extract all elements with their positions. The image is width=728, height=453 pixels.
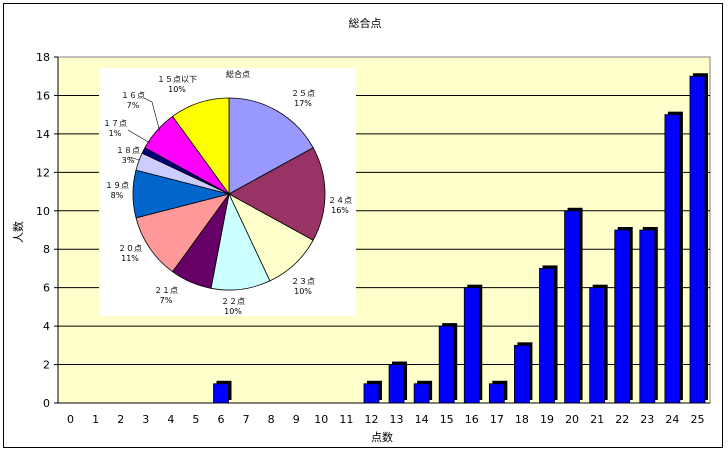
x-tick-label: 14 xyxy=(415,413,429,426)
pie-slice xyxy=(172,97,230,196)
pie-slice-percent: 10% xyxy=(294,287,312,296)
pie-slice-label: ２４点 xyxy=(328,196,352,205)
pie-slice-label: ２５点 xyxy=(291,89,315,98)
y-tick-label: 4 xyxy=(43,320,50,333)
x-axis-label: 点数 xyxy=(371,431,393,444)
pie-slice-percent: 11% xyxy=(121,254,139,263)
bar xyxy=(363,383,380,404)
x-tick-label: 1 xyxy=(92,413,99,426)
bar xyxy=(463,287,480,404)
pie-slice-percent: 16% xyxy=(331,206,349,215)
x-tick-label: 25 xyxy=(690,413,704,426)
pie-slice-percent: 10% xyxy=(168,85,186,94)
pie-slice-label: １５点以下 xyxy=(157,75,197,84)
y-tick-label: 10 xyxy=(36,205,50,218)
x-tick-label: 7 xyxy=(243,413,250,426)
x-tick-label: 23 xyxy=(640,413,654,426)
pie-slice-label: １７点 xyxy=(103,119,127,128)
bar xyxy=(413,383,430,404)
x-tick-label: 16 xyxy=(465,413,479,426)
bar xyxy=(664,114,681,404)
pie-slice-label: １９点 xyxy=(105,181,129,190)
bar xyxy=(614,229,631,404)
x-tick-label: 18 xyxy=(515,413,529,426)
pie-slice-percent: 7% xyxy=(160,296,173,305)
x-tick-label: 3 xyxy=(142,413,149,426)
x-tick-label: 13 xyxy=(390,413,404,426)
pie-slice xyxy=(228,97,314,195)
pie-slice-percent: 3% xyxy=(122,156,135,165)
x-tick-label: 8 xyxy=(268,413,275,426)
pie-slice xyxy=(228,147,326,241)
x-tick-label: 17 xyxy=(490,413,504,426)
x-tick-label: 10 xyxy=(314,413,328,426)
bar xyxy=(488,383,505,404)
y-tick-label: 2 xyxy=(43,359,50,372)
y-tick-label: 16 xyxy=(36,89,50,102)
leader-line xyxy=(127,129,151,144)
bar xyxy=(689,75,706,404)
leader-line xyxy=(127,156,141,161)
bar xyxy=(564,210,580,404)
x-tick-label: 24 xyxy=(665,413,679,426)
x-tick-label: 0 xyxy=(67,413,74,426)
x-tick-label: 15 xyxy=(440,413,454,426)
y-tick-label: 8 xyxy=(43,243,50,256)
x-tick-label: 4 xyxy=(167,413,174,426)
pie-slice-label: １６点 xyxy=(121,91,145,100)
y-tick-label: 14 xyxy=(36,128,50,141)
bar xyxy=(213,383,229,404)
x-tick-label: 21 xyxy=(590,413,604,426)
y-tick-label: 12 xyxy=(36,166,50,179)
pie-chart: 総合点２５点17%２４点16%２３点10%２２点10%２１点7%２０点11%１９… xyxy=(99,68,356,316)
y-tick-label: 18 xyxy=(36,51,50,64)
y-tick-label: 0 xyxy=(43,397,50,410)
leader-line xyxy=(143,97,161,133)
x-tick-label: 9 xyxy=(293,413,300,426)
pie-slice-label: ２３点 xyxy=(291,277,315,286)
pie-slice-percent: 10% xyxy=(224,307,242,316)
x-tick-label: 6 xyxy=(218,413,225,426)
pie-slice-label: ２０点 xyxy=(118,244,142,253)
bar xyxy=(639,229,656,404)
x-tick-label: 20 xyxy=(565,413,579,426)
pie-slice-percent: 1% xyxy=(109,129,122,138)
x-tick-label: 22 xyxy=(615,413,629,426)
pie-slice-percent: 8% xyxy=(111,191,124,200)
x-tick-label: 11 xyxy=(339,413,353,426)
pie-slice-label: １８点 xyxy=(116,146,140,155)
x-tick-label: 12 xyxy=(364,413,378,426)
x-tick-label: 2 xyxy=(117,413,124,426)
bar xyxy=(438,325,455,404)
bar-chart-title: 総合点 xyxy=(349,16,382,30)
y-tick-label: 6 xyxy=(43,282,50,295)
pie-slice-percent: 17% xyxy=(294,99,312,108)
x-tick-label: 5 xyxy=(192,413,199,426)
pie-slice-label: ２１点 xyxy=(154,286,178,295)
bar xyxy=(514,344,530,404)
x-tick-label: 19 xyxy=(540,413,554,426)
pie-title: 総合点 xyxy=(226,69,250,79)
pie-slice-label: ２２点 xyxy=(221,297,245,306)
pie-slice xyxy=(135,193,230,273)
y-axis-label: 人数 xyxy=(12,221,25,243)
bar xyxy=(589,287,606,404)
bar xyxy=(539,268,555,404)
pie-slice-percent: 7% xyxy=(127,101,140,110)
bar xyxy=(388,364,405,404)
